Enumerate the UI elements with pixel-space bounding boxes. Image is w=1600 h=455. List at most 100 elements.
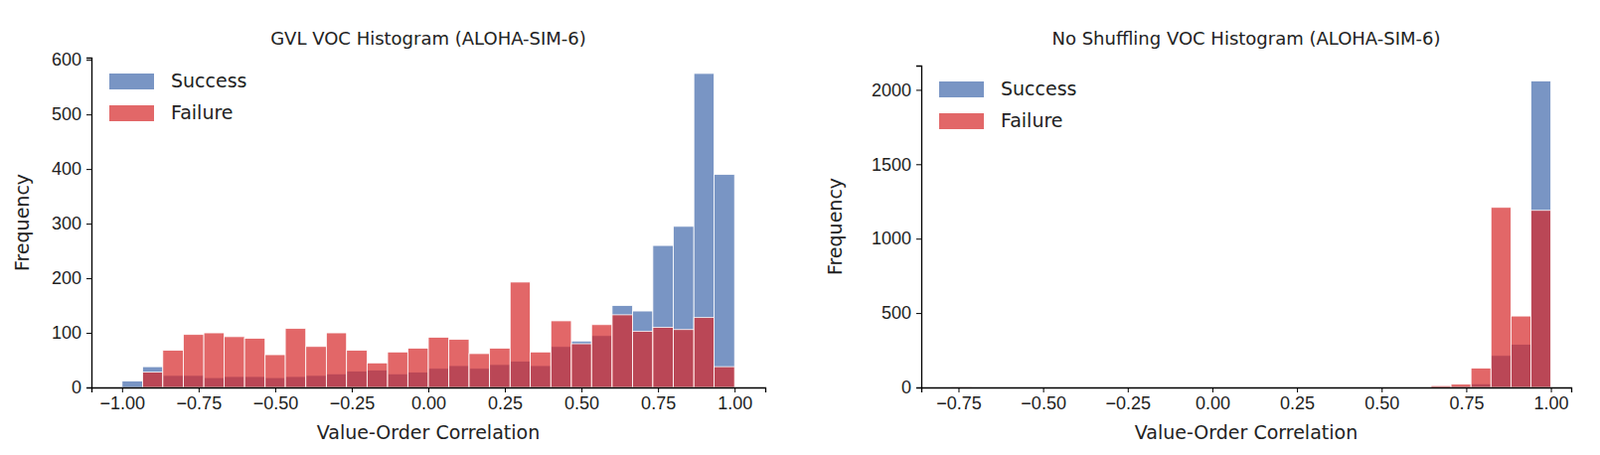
y-tick-label: 1500 <box>871 155 912 175</box>
x-tick: 1.00 <box>717 387 753 414</box>
histogram-bar <box>714 174 736 388</box>
y-tick: 100 <box>51 322 92 343</box>
legend-item: Success <box>109 69 247 92</box>
x-tick: 0.75 <box>1448 387 1484 414</box>
figure: −1.00 −0.75 −0.50 −0.25 0.00 0.25 0.50 0.75 1.00… <box>0 0 1600 455</box>
y-tick: 400 <box>51 159 92 179</box>
x-tick: 0.50 <box>564 387 600 414</box>
histogram-bar <box>673 226 695 388</box>
x-tick-label: 0.25 <box>487 393 523 414</box>
chart-panel: −1.00−0.75−0.50−0.250.000.250.500.751.00… <box>10 27 767 444</box>
x-axis: −1.00−0.75−0.50−0.250.000.250.500.751.00 <box>92 387 767 414</box>
y-tick: 1000 <box>871 228 922 249</box>
y-axis: 0 500 1000 1500 2000 <box>871 66 923 399</box>
x-tick: −0.25 <box>1106 387 1152 414</box>
x-tick-label: −0.75 <box>936 393 982 414</box>
x-tick-mark <box>428 387 430 393</box>
histogram-bar <box>633 330 653 388</box>
histogram-bar <box>550 320 572 388</box>
x-tick: 0.00 <box>411 387 447 414</box>
y-tick-mark <box>86 223 92 225</box>
legend-swatch <box>109 73 155 90</box>
x-tick: −1.00 <box>100 387 147 414</box>
y-tick-mark <box>916 387 922 389</box>
legend-label: Failure <box>170 101 234 124</box>
legend-label: Failure <box>1000 109 1064 132</box>
histogram-bar <box>693 318 714 388</box>
y-axis-line <box>86 58 93 389</box>
histogram-bar <box>203 332 224 388</box>
histogram-bar <box>142 366 162 388</box>
x-tick-mark <box>734 387 736 393</box>
y-tick-label: 2000 <box>871 80 912 101</box>
x-tick-label: 0.75 <box>1448 393 1484 414</box>
y-tick: 2000 <box>871 80 922 101</box>
x-tick: 0.25 <box>1280 387 1315 414</box>
histogram-bar <box>693 73 714 388</box>
histogram-bar <box>489 347 511 388</box>
x-tick-label: 0.00 <box>411 393 447 414</box>
x-tick: 0.50 <box>1364 387 1400 414</box>
series-bars <box>952 207 1552 388</box>
histogram-bar <box>673 329 695 388</box>
histogram-bar <box>387 351 408 388</box>
x-tick-mark <box>1381 387 1383 393</box>
histogram-bar <box>428 336 450 388</box>
x-tick-mark <box>504 387 506 393</box>
x-tick-mark <box>1043 387 1045 393</box>
histogram-bar <box>612 306 634 388</box>
legend: Success Failure <box>109 69 247 124</box>
x-tick-mark <box>351 387 353 393</box>
plot-area <box>952 80 1552 388</box>
y-tick-mark <box>86 59 92 61</box>
y-tick-label: 0 <box>901 377 912 398</box>
y-tick: 0 <box>71 377 92 398</box>
histogram-bar <box>142 372 162 388</box>
histogram-bar <box>366 362 388 388</box>
x-tick: 0.75 <box>640 387 676 414</box>
x-axis-title: Value-Order Correlation <box>317 421 540 444</box>
y-tick: 500 <box>51 104 92 125</box>
x-axis-line <box>922 388 1573 394</box>
histogram-bar <box>633 311 653 388</box>
histogram-bar <box>265 354 286 388</box>
y-tick-label: 500 <box>51 104 82 125</box>
y-axis-title: Frequency <box>10 173 33 272</box>
x-tick-label: 0.00 <box>1195 393 1231 414</box>
histogram-bar <box>571 343 592 388</box>
x-tick: −0.75 <box>936 387 982 414</box>
histogram-bar <box>591 324 613 388</box>
histogram-bar <box>652 245 674 388</box>
y-tick: 200 <box>51 268 92 289</box>
y-tick: 300 <box>51 213 92 234</box>
x-tick-label: 0.75 <box>640 393 676 414</box>
x-tick-label: 0.50 <box>1364 393 1400 414</box>
legend-swatch <box>939 113 984 130</box>
x-tick: 1.00 <box>1534 387 1570 414</box>
histogram-bar <box>244 338 266 388</box>
plot-area <box>122 73 735 388</box>
legend: SuccessFailure <box>939 77 1077 132</box>
histogram-bar <box>571 340 592 388</box>
y-tick-label: 200 <box>51 268 82 289</box>
x-tick-label: −0.75 <box>176 393 223 414</box>
series-bars <box>122 73 735 388</box>
y-axis: 0 100 200 300 400 500 600 <box>51 49 93 398</box>
y-tick-label: 600 <box>51 49 82 70</box>
y-axis-title: Frequency <box>823 177 846 276</box>
y-axis-line <box>916 66 923 389</box>
histogram-bar <box>530 351 552 388</box>
x-tick-mark <box>581 387 583 393</box>
x-tick-label: −0.25 <box>1106 393 1152 414</box>
y-tick-label: 100 <box>51 322 82 343</box>
x-tick-label: −0.50 <box>253 393 300 414</box>
histogram-bar <box>122 380 144 388</box>
histogram-bar <box>1530 80 1551 388</box>
y-tick: 500 <box>881 303 922 323</box>
x-tick-label: 0.25 <box>1280 393 1315 414</box>
y-tick: 600 <box>51 49 92 70</box>
chart-panel: −0.75−0.50−0.250.000.250.500.751.0005001… <box>823 27 1573 444</box>
x-tick-mark <box>1551 387 1553 393</box>
histogram-bar <box>182 334 204 388</box>
x-tick-mark <box>275 387 277 393</box>
